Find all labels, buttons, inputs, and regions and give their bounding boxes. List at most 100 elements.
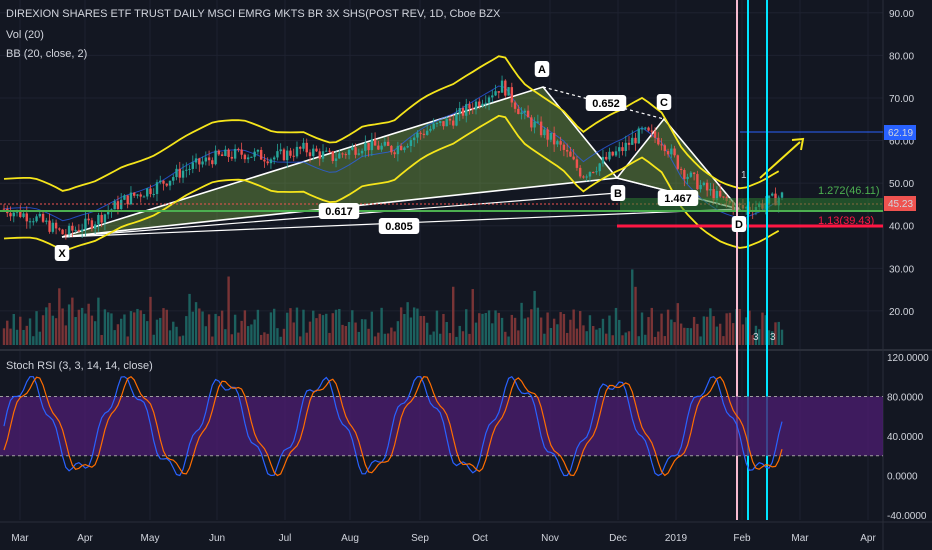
- volume-bar: [149, 296, 152, 345]
- volume-bar: [484, 313, 487, 345]
- volume-bar: [9, 328, 12, 345]
- time-tick-label: Dec: [609, 533, 627, 544]
- candle-body: [618, 147, 621, 152]
- volume-bar: [364, 319, 367, 345]
- volume-bar: [292, 322, 295, 345]
- candle-body: [299, 146, 302, 149]
- volume-bar: [478, 313, 481, 345]
- volume-bar: [403, 314, 406, 345]
- candle-body: [188, 168, 191, 170]
- volume-bar: [191, 311, 195, 345]
- volume-bar: [728, 312, 732, 345]
- candle-body: [139, 194, 142, 197]
- candle-body: [165, 183, 168, 186]
- candle-body: [386, 141, 390, 146]
- candle-body: [465, 104, 468, 116]
- candle-body: [510, 87, 514, 103]
- vol-indicator-label[interactable]: Vol (20): [6, 29, 44, 41]
- volume-bar: [631, 269, 634, 345]
- volume-bar: [354, 322, 357, 345]
- volume-bar: [601, 318, 605, 345]
- ratio-label: 0.652: [592, 98, 620, 110]
- candle-body: [702, 182, 706, 185]
- candle-body: [100, 214, 103, 223]
- candle-body: [530, 117, 533, 128]
- candle-body: [61, 229, 64, 235]
- harmonic-pattern: [61, 86, 742, 238]
- candle-body: [19, 210, 22, 217]
- volume-bar: [272, 308, 276, 345]
- volume-bar: [419, 315, 422, 345]
- volume-bar: [341, 324, 344, 345]
- volume-bar: [657, 331, 660, 345]
- volume-bar: [452, 286, 455, 345]
- candle-body: [491, 95, 494, 98]
- bb-lower: [3, 114, 780, 252]
- candle-body: [64, 234, 68, 236]
- candle-body: [214, 150, 217, 165]
- volume-bar: [227, 276, 230, 345]
- candle-body: [230, 156, 234, 159]
- volume-bar: [2, 328, 6, 345]
- candle-body: [246, 157, 250, 160]
- volume-bar: [77, 309, 81, 345]
- candle-body: [116, 201, 120, 209]
- volume-bar: [331, 313, 334, 345]
- volume-bar: [448, 333, 452, 345]
- candle-body: [673, 148, 676, 156]
- candle-body: [692, 172, 696, 175]
- volume-bar: [45, 307, 48, 345]
- volume-bar: [731, 323, 735, 345]
- candle-body: [409, 140, 413, 147]
- candle-body: [666, 151, 670, 155]
- candle-body: [718, 190, 722, 197]
- volume-bar: [578, 311, 582, 345]
- candle-body: [448, 118, 452, 121]
- volume-bar: [487, 310, 491, 345]
- volume-bar: [299, 336, 302, 345]
- volume-bar: [84, 313, 87, 345]
- candle-body: [601, 156, 605, 164]
- volume-bar: [165, 309, 168, 345]
- point-d-label-bg: [731, 216, 747, 232]
- candle-body: [640, 128, 644, 130]
- volume-bar: [198, 308, 201, 345]
- candle-body: [546, 129, 549, 140]
- candle-body: [474, 101, 478, 110]
- candle-body: [367, 142, 370, 151]
- candle-body: [233, 148, 237, 159]
- point-a-label: A: [538, 64, 546, 76]
- candle-body: [689, 172, 693, 177]
- volume-bar: [715, 326, 719, 345]
- stoch-d-line: [3, 375, 783, 477]
- volume-bar: [308, 321, 312, 345]
- candle-body: [650, 130, 653, 132]
- volume-bar: [718, 323, 722, 345]
- volume-bar: [637, 336, 640, 345]
- volume-bar: [266, 333, 269, 345]
- stoch-indicator-label[interactable]: Stoch RSI (3, 3, 14, 14, close): [6, 360, 153, 372]
- candle-body: [683, 170, 686, 179]
- candle-body: [416, 132, 419, 138]
- volume-bar: [425, 322, 429, 345]
- bb-indicator-label[interactable]: BB (20, close, 2): [6, 48, 88, 60]
- candle-body: [611, 151, 614, 156]
- volume-bar: [608, 315, 611, 345]
- point-a-label-bg: [534, 61, 550, 77]
- stoch-rsi: [0, 375, 883, 477]
- volume-bar: [181, 335, 185, 345]
- price-tick-label: 20.00: [889, 307, 914, 318]
- candle-body: [286, 150, 289, 161]
- candle-body: [211, 160, 214, 165]
- candle-body: [58, 228, 61, 230]
- volume-bar: [673, 322, 676, 345]
- volume-bar: [670, 319, 673, 345]
- volume-bar: [575, 328, 579, 345]
- candle-body: [393, 152, 396, 155]
- volume-bar: [741, 324, 745, 345]
- price-badge-45-text: 45.23: [888, 199, 913, 210]
- volume-bar: [253, 319, 256, 345]
- volume-bar: [325, 313, 328, 345]
- volume-bar: [162, 308, 165, 345]
